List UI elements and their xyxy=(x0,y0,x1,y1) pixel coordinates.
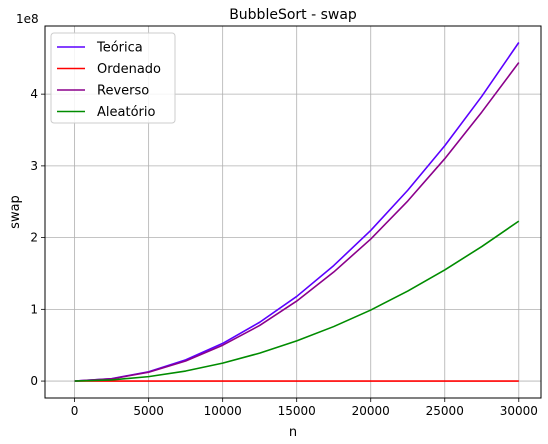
series-line-aleatorio xyxy=(74,220,520,382)
y-tick-label: 1 xyxy=(30,302,38,316)
x-axis-label: n xyxy=(289,425,297,440)
plot-area xyxy=(44,25,542,399)
chart-title: BubbleSort - swap xyxy=(229,7,357,23)
x-tick-label: 25000 xyxy=(426,404,464,418)
x-tick-label: 15000 xyxy=(278,404,316,418)
x-tick-label: 0 xyxy=(71,404,79,418)
legend-label-ordenado: Ordenado xyxy=(97,62,161,77)
y-tick-label: 3 xyxy=(30,159,38,173)
y-axis: 0 1 2 3 4 xyxy=(30,87,45,388)
x-tick-label: 20000 xyxy=(352,404,390,418)
y-tick-label: 2 xyxy=(30,231,38,245)
x-axis: 0 5000 10000 15000 20000 25000 30000 xyxy=(71,398,538,418)
series-lines xyxy=(74,42,520,382)
legend: Teórica Ordenado Reverso Aleatório xyxy=(50,32,176,124)
x-tick-label: 5000 xyxy=(133,404,164,418)
y-tick-label: 0 xyxy=(30,374,38,388)
y-tick-label: 4 xyxy=(30,87,38,101)
x-tick-label: 30000 xyxy=(500,404,538,418)
legend-label-aleatorio: Aleatório xyxy=(97,105,155,120)
y-axis-label: swap xyxy=(8,195,23,229)
legend-box xyxy=(50,32,176,124)
legend-label-reverso: Reverso xyxy=(97,84,149,99)
legend-label-teorica: Teórica xyxy=(96,41,143,56)
series-line-reverso xyxy=(74,62,520,382)
x-tick-label: 10000 xyxy=(204,404,242,418)
y-offset-label: 1e8 xyxy=(16,12,39,26)
